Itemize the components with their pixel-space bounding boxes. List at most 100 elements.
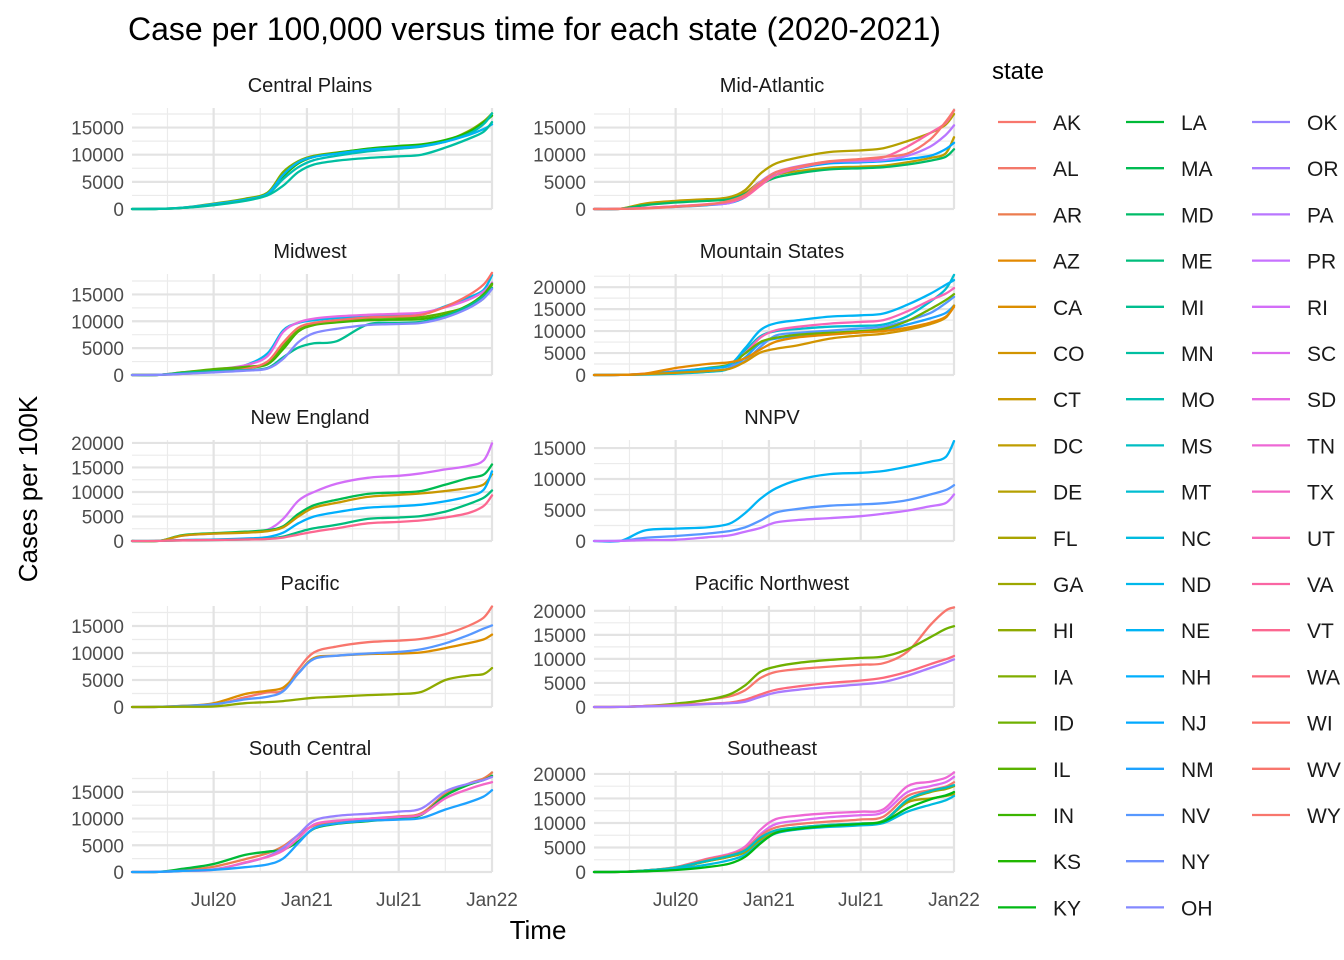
legend-item: AZ — [998, 251, 1080, 274]
legend-item: DE — [998, 482, 1082, 505]
legend-item: OR — [1252, 158, 1339, 181]
y-tick-label: 5000 — [544, 501, 586, 522]
y-tick-label: 0 — [113, 863, 124, 884]
legend-item: WV — [1252, 759, 1341, 782]
legend-label: MO — [1181, 389, 1215, 412]
legend-item: IL — [998, 759, 1071, 782]
y-tick-label: 10000 — [71, 483, 124, 504]
legend-label: AL — [1053, 158, 1079, 181]
y-tick-label: 0 — [113, 200, 124, 221]
series-line-mi — [130, 286, 494, 377]
legend-label: WY — [1307, 805, 1341, 828]
legend-item: AL — [998, 158, 1079, 181]
legend-label: IN — [1053, 805, 1074, 828]
legend-label: CA — [1053, 297, 1082, 320]
y-tick-label: 15000 — [71, 617, 124, 638]
legend-label: NM — [1181, 759, 1214, 782]
legend-label: PA — [1307, 204, 1333, 227]
legend-item: PR — [1252, 251, 1336, 274]
legend-label: NE — [1181, 620, 1210, 643]
legend-item: TN — [1252, 435, 1335, 458]
series-line-nm — [130, 789, 494, 874]
y-tick-label: 10000 — [71, 146, 124, 167]
facet-label: Mountain States — [700, 241, 845, 263]
legend-label: ID — [1053, 713, 1074, 736]
panel: Mid-Atlantic 0 5000 10000 15000 — [533, 75, 956, 221]
y-tick-label: 0 — [575, 200, 586, 221]
series-line-or — [592, 658, 956, 709]
series-line-vt — [130, 494, 494, 543]
x-tick-label: Jan22 — [466, 890, 518, 911]
legend-label: AR — [1053, 204, 1082, 227]
facet-label: Pacific — [281, 573, 340, 595]
y-tick-label: 0 — [113, 366, 124, 387]
legend-item: NJ — [1126, 713, 1207, 736]
panel: Central Plains 0 5000 10000 15000 — [71, 75, 494, 221]
series-line-id — [592, 293, 956, 377]
facet-label: New England — [251, 407, 370, 429]
y-tick-label: 10000 — [533, 470, 586, 491]
legend-item: VT — [1252, 620, 1334, 643]
legend-item: RI — [1252, 297, 1328, 320]
y-tick-label: 5000 — [82, 507, 124, 528]
legend-label: KY — [1053, 897, 1081, 920]
series-line-ne — [592, 440, 956, 543]
legend-item: NV — [1126, 805, 1210, 828]
series-line-pa — [592, 124, 956, 211]
series-line-la — [130, 774, 494, 874]
y-tick-label: 5000 — [82, 836, 124, 857]
y-tick-label: 5000 — [82, 173, 124, 194]
legend-item: NY — [1126, 851, 1210, 874]
series-line-pr — [592, 493, 956, 543]
legend-label: WV — [1307, 759, 1341, 782]
legend-item: WI — [1252, 713, 1333, 736]
legend-item: IN — [998, 805, 1074, 828]
series-line-ne — [130, 123, 494, 211]
panel: New England 0 5000 10000 15000 20000 — [71, 407, 494, 553]
series-line-wv — [592, 109, 956, 211]
legend-item: CA — [998, 297, 1082, 320]
legend-label: ND — [1181, 574, 1211, 597]
y-tick-label: 5000 — [544, 674, 586, 695]
y-tick-label: 15000 — [533, 119, 586, 140]
legend-item: AR — [998, 204, 1082, 227]
series-line-wa — [592, 654, 956, 709]
series-line-ky — [592, 790, 956, 874]
panel: NNPV 0 5000 10000 15000 — [533, 407, 956, 553]
y-tick-label: 10000 — [533, 322, 586, 343]
legend-label: SD — [1307, 389, 1336, 412]
chart-title: Case per 100,000 versus time for each st… — [128, 11, 941, 47]
series-line-az — [592, 305, 956, 377]
x-tick-label: Jul21 — [376, 890, 421, 911]
legend-item: TX — [1252, 482, 1334, 505]
y-tick-label: 15000 — [71, 119, 124, 140]
legend-item: LA — [1126, 112, 1207, 135]
y-tick-label: 0 — [575, 863, 586, 884]
legend-label: DC — [1053, 435, 1083, 458]
legend-label: FL — [1053, 528, 1078, 551]
facet-label: Midwest — [273, 241, 347, 263]
y-tick-label: 15000 — [71, 458, 124, 479]
legend-label: IA — [1053, 666, 1073, 689]
legend-label: NJ — [1181, 713, 1207, 736]
legend-item: AK — [998, 112, 1081, 135]
y-tick-label: 0 — [113, 532, 124, 553]
y-tick-label: 5000 — [544, 173, 586, 194]
legend-label: WA — [1307, 666, 1340, 689]
legend-item: VA — [1252, 574, 1333, 597]
y-tick-label: 10000 — [71, 644, 124, 665]
facet-label: NNPV — [744, 407, 800, 429]
y-tick-label: 10000 — [71, 810, 124, 831]
legend-label: TN — [1307, 435, 1335, 458]
y-tick-label: 15000 — [71, 783, 124, 804]
y-tick-label: 5000 — [82, 339, 124, 360]
legend-label: CT — [1053, 389, 1081, 412]
facet-panels: Central Plains050001000015000Mid-Atlanti… — [71, 75, 980, 911]
y-tick-label: 15000 — [533, 789, 586, 810]
legend-label: AZ — [1053, 251, 1080, 274]
facet-label: Pacific Northwest — [695, 573, 850, 595]
y-tick-label: 20000 — [533, 278, 586, 299]
x-tick-label: Jul21 — [838, 890, 883, 911]
panel: South Central 0 5000 10000 15000 Jul20 Jan21 Ju… — [71, 738, 518, 911]
y-tick-label: 5000 — [544, 838, 586, 859]
